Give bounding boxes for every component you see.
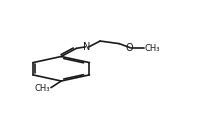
Text: CH₃: CH₃ [145,44,160,52]
Text: CH₃: CH₃ [34,84,50,93]
Text: O: O [125,43,133,53]
Text: N: N [83,42,91,52]
